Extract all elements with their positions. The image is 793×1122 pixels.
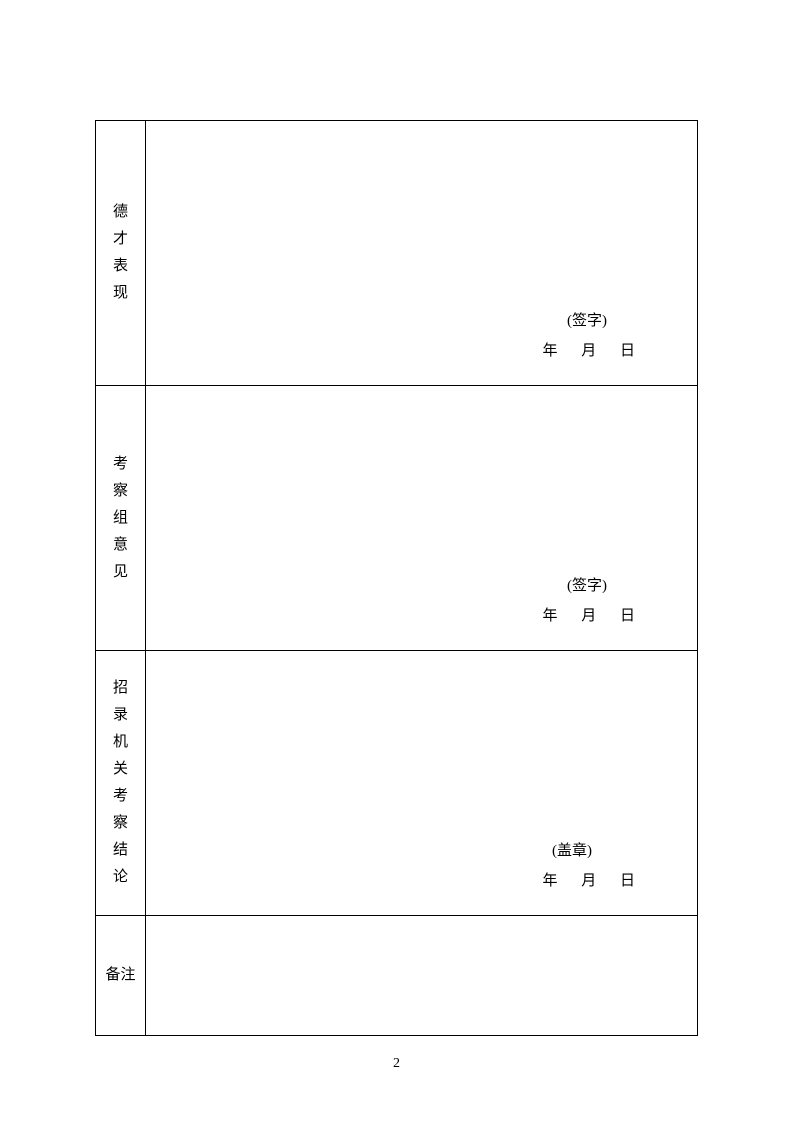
table-row: 备注	[96, 916, 698, 1036]
table-row: 德 才 表 现 (签字) 年 月 日	[96, 121, 698, 386]
content-performance: (签字) 年 月 日	[146, 121, 698, 386]
date-month: 月	[581, 604, 598, 625]
content-review-opinion: (签字) 年 月 日	[146, 386, 698, 651]
date-year: 年	[542, 339, 559, 360]
label-remarks: 备注	[96, 916, 146, 1036]
date-month: 月	[581, 339, 598, 360]
label-performance: 德 才 表 现	[96, 121, 146, 386]
date-year: 年	[542, 869, 559, 890]
date-line: 年 月 日	[542, 339, 637, 360]
label-recruitment-conclusion: 招 录 机 关 考 察 结 论	[96, 651, 146, 916]
page-container: 德 才 表 现 (签字) 年 月 日 考 察 组 意 见	[0, 0, 793, 1096]
content-recruitment-conclusion: (盖章) 年 月 日	[146, 651, 698, 916]
date-day: 日	[620, 339, 637, 360]
stamp-label: (盖章)	[552, 839, 592, 860]
date-year: 年	[542, 604, 559, 625]
table-row: 考 察 组 意 见 (签字) 年 月 日	[96, 386, 698, 651]
page-number: 2	[0, 1056, 793, 1072]
table-row: 招 录 机 关 考 察 结 论 (盖章) 年 月 日	[96, 651, 698, 916]
signature-label: (签字)	[567, 309, 607, 330]
date-line: 年 月 日	[542, 604, 637, 625]
content-remarks	[146, 916, 698, 1036]
date-day: 日	[620, 869, 637, 890]
form-table: 德 才 表 现 (签字) 年 月 日 考 察 组 意 见	[95, 120, 698, 1036]
date-day: 日	[620, 604, 637, 625]
date-line: 年 月 日	[542, 869, 637, 890]
label-review-opinion: 考 察 组 意 见	[96, 386, 146, 651]
signature-label: (签字)	[567, 574, 607, 595]
date-month: 月	[581, 869, 598, 890]
